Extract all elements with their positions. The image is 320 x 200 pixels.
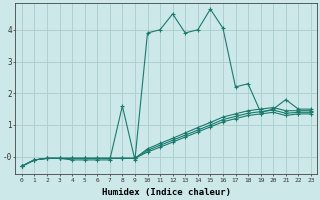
- X-axis label: Humidex (Indice chaleur): Humidex (Indice chaleur): [102, 188, 231, 197]
